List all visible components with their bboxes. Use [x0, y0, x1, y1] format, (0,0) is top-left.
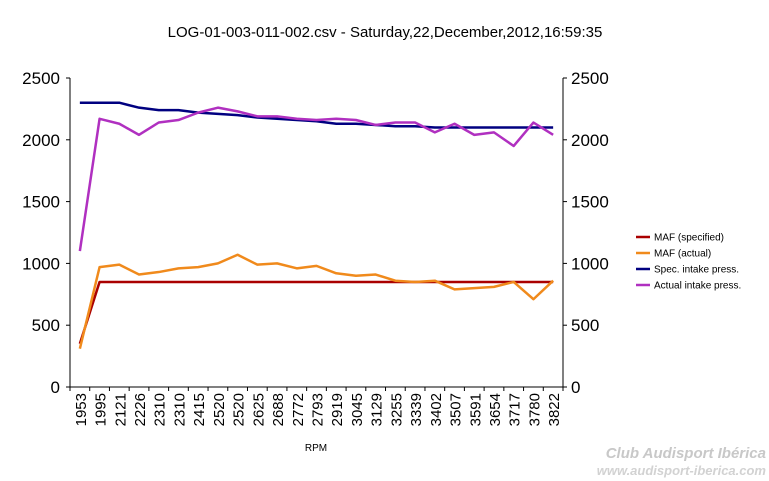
y-tick-label-right: 2500	[571, 69, 609, 88]
x-tick-label: 2919	[329, 393, 346, 426]
y-tick-label-right: 1000	[571, 254, 609, 273]
series-line-3	[78, 106, 554, 252]
watermark: Club Audisport Ibérica www.audisport-ibe…	[597, 445, 767, 478]
legend-label: MAF (specified)	[654, 233, 724, 244]
x-tick-label: 3591	[467, 393, 484, 426]
y-tick-label-right: 500	[571, 316, 599, 335]
chart-title: LOG-01-003-011-002.csv - Saturday,22,Dec…	[168, 24, 603, 41]
y-tick-label-left: 500	[32, 316, 60, 335]
legend: MAF (specified) MAF (actual) Spec. intake …	[636, 233, 741, 292]
x-tick-label: 2310	[152, 393, 169, 426]
legend-label: Spec. intake press.	[654, 265, 739, 276]
x-tick-label: 3507	[448, 393, 465, 426]
x-tick-label: 2793	[310, 393, 327, 426]
y-ticks-left: 0 500 1000 1500 2000 2500	[22, 69, 70, 397]
legend-label: MAF (actual)	[654, 249, 711, 260]
x-tick-label: 3339	[408, 393, 425, 426]
x-tick-label: 2226	[132, 393, 149, 426]
y-tick-label-left: 2500	[22, 69, 60, 88]
y-tick-label-left: 0	[51, 378, 60, 397]
x-tick-label: 3045	[349, 393, 366, 426]
x-tick-label: 1995	[93, 393, 110, 426]
x-tick-label: 2520	[211, 393, 228, 426]
x-tick-label: 3717	[507, 393, 524, 426]
x-tick-label: 2688	[270, 393, 287, 426]
y-ticks-right: 0 500 1000 1500 2000 2500	[563, 69, 609, 397]
x-tick-label: 1953	[73, 393, 90, 426]
x-tick-label: 2415	[191, 393, 208, 426]
x-ticks: 1953 1995 2121 2226 2310 2310 2415 2520 2520 2625…	[69, 387, 564, 426]
y-tick-label-right: 2000	[571, 131, 609, 150]
watermark-brand: Club Audisport Ibérica	[606, 445, 766, 462]
x-tick-label: 3129	[369, 393, 386, 426]
series-line-1	[78, 253, 554, 349]
x-tick-label: 2121	[112, 393, 129, 426]
series-line-2	[79, 101, 554, 129]
y-tick-label-left: 1500	[22, 193, 60, 212]
y-tick-label-left: 2000	[22, 131, 60, 150]
y-tick-label-right: 0	[571, 378, 580, 397]
watermark-url: www.audisport-iberica.com	[597, 463, 767, 478]
x-tick-label: 3654	[487, 393, 504, 426]
x-tick-label: 2625	[250, 393, 267, 426]
series-line-0	[78, 280, 554, 345]
series-lines	[78, 101, 554, 349]
x-tick-label: 3255	[388, 393, 405, 426]
legend-label: Actual intake press.	[654, 281, 741, 292]
y-tick-label-left: 1000	[22, 254, 60, 273]
x-tick-label: 2310	[171, 393, 188, 426]
x-tick-label: 3822	[546, 393, 563, 426]
x-tick-label: 2772	[290, 393, 307, 426]
x-tick-label: 2520	[231, 393, 248, 426]
y-tick-label-right: 1500	[571, 193, 609, 212]
x-axis-label: RPM	[305, 443, 327, 454]
x-tick-label: 3402	[428, 393, 445, 426]
x-tick-label: 3780	[526, 393, 543, 426]
